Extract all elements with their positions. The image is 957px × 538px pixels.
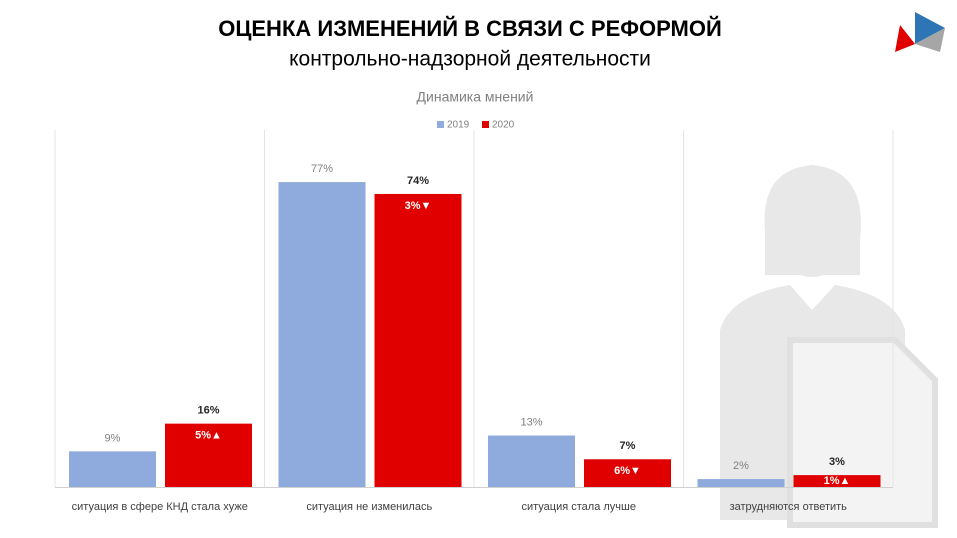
x-tick-label: ситуация не изменилась xyxy=(306,501,432,513)
bar xyxy=(69,451,156,487)
value-label: 74% xyxy=(407,175,429,187)
x-tick-label: ситуация в сфере КНД стала хуже xyxy=(72,501,248,513)
value-label: 2% xyxy=(733,460,749,472)
bar xyxy=(165,423,252,487)
bar xyxy=(793,475,881,487)
value-label: 13% xyxy=(520,416,542,428)
legend-label: 2019 xyxy=(447,120,470,131)
value-label: 16% xyxy=(197,405,219,417)
subtitle: контрольно-надзорной деятельности xyxy=(289,48,651,71)
x-tick-label: ситуация стала лучше xyxy=(522,501,636,513)
legend-label: 2020 xyxy=(492,120,515,131)
bar xyxy=(584,459,671,487)
title: ОЦЕНКА ИЗМЕНЕНИЙ В СВЯЗИ С РЕФОРМОЙ xyxy=(218,16,722,41)
value-label: 77% xyxy=(311,163,333,175)
person-icon xyxy=(720,165,938,528)
value-label: 7% xyxy=(620,440,636,452)
bar xyxy=(374,193,462,487)
value-label: 3% xyxy=(829,456,845,468)
legend-swatch xyxy=(482,121,489,128)
value-label: 9% xyxy=(105,432,121,444)
bar xyxy=(488,435,575,487)
bar xyxy=(697,479,785,487)
legend-swatch xyxy=(437,121,444,128)
chart-title: Динамика мнений xyxy=(417,89,534,105)
change-label: 5%▲ xyxy=(195,430,222,442)
bar xyxy=(278,182,366,487)
change-label: 1%▲ xyxy=(824,475,851,487)
logo xyxy=(895,12,945,52)
x-tick-label: затрудняются ответить xyxy=(730,501,848,513)
change-label: 6%▼ xyxy=(614,465,641,477)
change-label: 3%▼ xyxy=(405,200,432,212)
